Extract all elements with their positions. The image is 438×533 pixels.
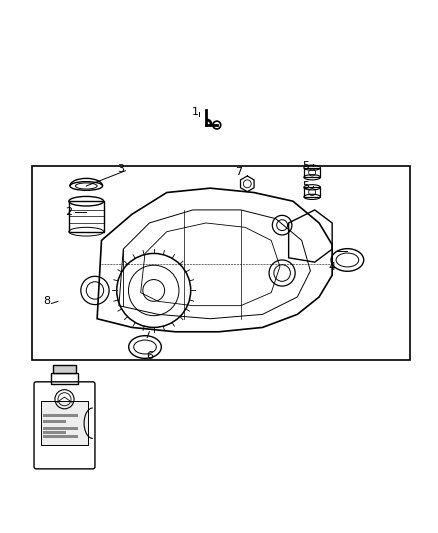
Text: 1: 1 [191, 107, 198, 117]
Text: 2: 2 [65, 207, 72, 217]
Bar [43, 435, 78, 439]
Bar [43, 426, 78, 430]
Bar [43, 414, 78, 417]
Text: 8: 8 [43, 296, 51, 306]
Text: 6: 6 [146, 351, 153, 361]
Bar [43, 420, 66, 423]
Bar [304, 187, 321, 197]
Text: 5: 5 [303, 160, 310, 171]
Text: 5: 5 [303, 181, 310, 191]
Bar [53, 365, 76, 373]
Bar [32, 166, 410, 360]
Text: 7: 7 [236, 167, 243, 176]
Text: 3: 3 [117, 164, 124, 174]
Bar [51, 373, 78, 384]
Bar [304, 168, 321, 177]
Bar [69, 201, 104, 232]
Text: 4: 4 [328, 262, 336, 271]
Bar [41, 401, 88, 445]
Bar [43, 431, 66, 434]
